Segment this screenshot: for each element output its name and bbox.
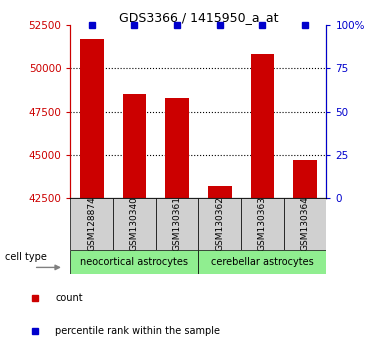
- FancyBboxPatch shape: [198, 198, 241, 250]
- FancyBboxPatch shape: [113, 198, 156, 250]
- Bar: [208, 186, 232, 198]
- Text: neocortical astrocytes: neocortical astrocytes: [81, 257, 188, 267]
- FancyBboxPatch shape: [70, 250, 198, 274]
- Bar: [251, 54, 274, 198]
- Title: GDS3366 / 1415950_a_at: GDS3366 / 1415950_a_at: [119, 11, 278, 24]
- Bar: [293, 160, 317, 198]
- Text: cell type: cell type: [5, 251, 47, 262]
- Bar: [123, 94, 146, 198]
- FancyBboxPatch shape: [198, 250, 326, 274]
- Text: GSM130362: GSM130362: [215, 196, 224, 251]
- FancyBboxPatch shape: [284, 198, 326, 250]
- Bar: [80, 39, 104, 198]
- Text: GSM130364: GSM130364: [301, 196, 310, 251]
- FancyBboxPatch shape: [70, 198, 113, 250]
- Text: GSM130340: GSM130340: [130, 196, 139, 251]
- FancyBboxPatch shape: [156, 198, 198, 250]
- Text: cerebellar astrocytes: cerebellar astrocytes: [211, 257, 314, 267]
- Text: GSM130361: GSM130361: [173, 196, 182, 251]
- Text: GSM130363: GSM130363: [258, 196, 267, 251]
- Text: count: count: [55, 293, 83, 303]
- Text: GSM128874: GSM128874: [87, 196, 96, 251]
- FancyBboxPatch shape: [241, 198, 284, 250]
- Text: percentile rank within the sample: percentile rank within the sample: [55, 326, 220, 336]
- Bar: [165, 98, 189, 198]
